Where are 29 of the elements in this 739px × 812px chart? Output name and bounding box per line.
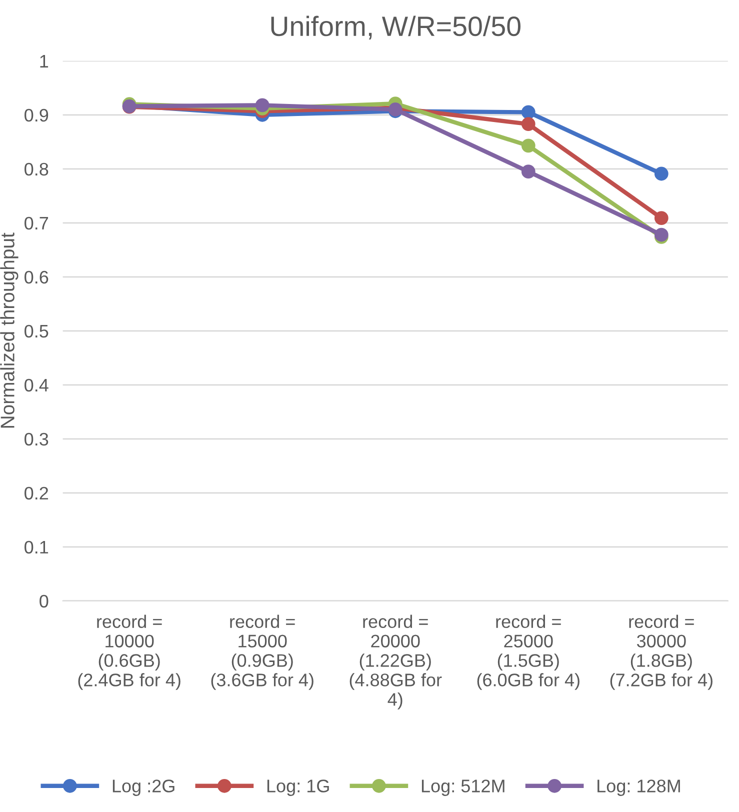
y-axis-title: Normalized throughput xyxy=(0,232,18,428)
y-tick-label: 0.9 xyxy=(24,108,48,122)
legend-label: Log :2G xyxy=(112,780,174,796)
y-tick-label: 0.4 xyxy=(24,378,48,392)
y-tick-label: 0.7 xyxy=(24,216,48,230)
chart-title: Uniform, W/R=50/50 xyxy=(271,16,520,40)
point xyxy=(654,166,668,181)
y-tick-label: 0.1 xyxy=(24,540,48,554)
legend-label: Log: 128M xyxy=(598,780,680,796)
point xyxy=(255,98,270,112)
legend-label: Log: 512M xyxy=(422,780,504,796)
y-tick-label: 0.5 xyxy=(24,324,48,338)
x-tick-label: record = 10000 (0.6GB) (2.4GB for 4) xyxy=(78,614,180,690)
y-tick-label: 0.6 xyxy=(24,270,48,284)
x-tick-label: record = 25000 (1.5GB) (6.0GB for 4) xyxy=(477,614,580,690)
point xyxy=(654,211,668,225)
point xyxy=(521,164,536,179)
point xyxy=(521,117,536,132)
point xyxy=(521,105,536,120)
y-tick-label: 0 xyxy=(40,594,48,608)
y-tick-label: 0.2 xyxy=(24,486,48,500)
x-tick-label: record = 15000 (0.9GB) (3.6GB for 4) xyxy=(211,614,314,690)
x-tick-label: record = 30000 (1.8GB) (7.2GB for 4) xyxy=(610,614,712,690)
y-tick-label: 0.3 xyxy=(24,432,48,446)
legend-label: Log: 1G xyxy=(267,780,329,796)
y-tick-label: 0.8 xyxy=(24,162,48,176)
y-tick-label: 1 xyxy=(40,55,48,68)
point xyxy=(521,138,536,153)
x-tick-label: record = 20000 (1.22GB) (4.88GB for 4) xyxy=(350,614,442,710)
